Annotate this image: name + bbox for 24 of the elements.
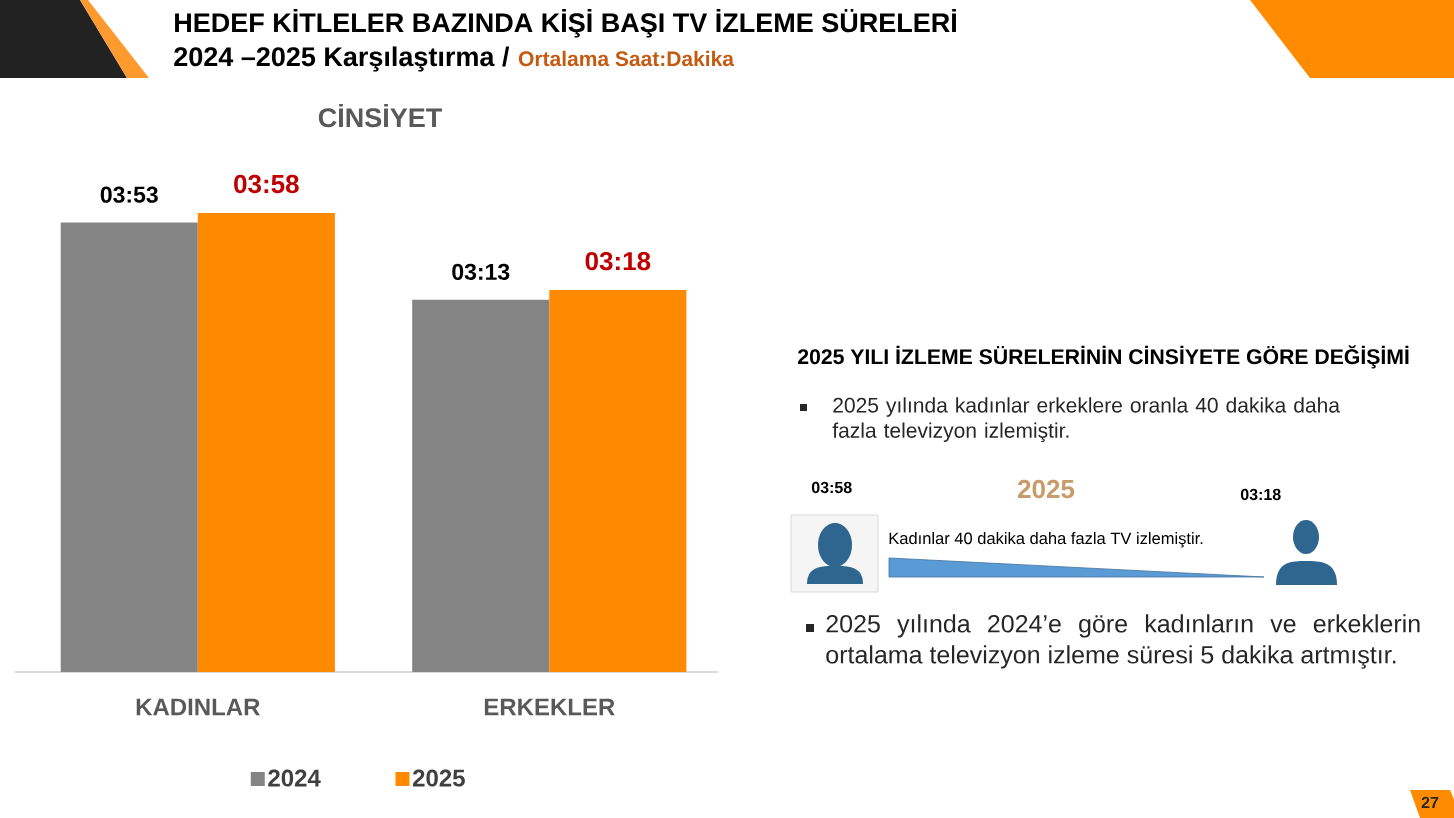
text: 2025 yılında 2024’e göre kadınların ve erkeklerin ortalama televizyon izleme süresi 5 dakika artmıştır. (826, 614, 1420, 669)
bar (412, 299, 550, 672)
data-label: 03:53 (100, 186, 158, 203)
text: CİNSİYET (318, 103, 442, 128)
x-tick-label: KADINLAR (136, 698, 260, 716)
chart-subtitle: 2024 –2025 Karşılaştırma / (174, 46, 510, 72)
bar (549, 290, 687, 672)
text: 2025 yılında kadınlar erkeklere oranla 40 dakika daha fazla televizyon izlemiştir. (832, 397, 1340, 443)
text: 2025 YILI İZLEME SÜRELERİNİN CİNSİYETE GÖRE DEĞİŞİMİ (798, 345, 1409, 369)
text: 2025 (1017, 479, 1075, 499)
data-label: 03:58 (234, 174, 299, 194)
text: 03:18 (1240, 488, 1281, 501)
legend-label: 2025 (412, 769, 465, 787)
text: Kadınlar 40 dakika daha fazla TV izlemiştir. (889, 532, 1203, 548)
legend-label: 2024 (268, 769, 321, 787)
data-label: 03:18 (585, 251, 651, 271)
text: 27 (1421, 796, 1439, 808)
bar (60, 222, 198, 672)
x-tick-label: ERKEKLER (484, 698, 615, 716)
bar (197, 212, 335, 672)
chart-title: HEDEF KİTLELER BAZINDA KİŞİ BAŞI TV İZLEME SÜRELERİ (175, 8, 956, 38)
data-label: 03:13 (452, 263, 510, 280)
text: 03:58 (811, 481, 852, 494)
text: Ortalama Saat:Dakika (518, 50, 735, 67)
